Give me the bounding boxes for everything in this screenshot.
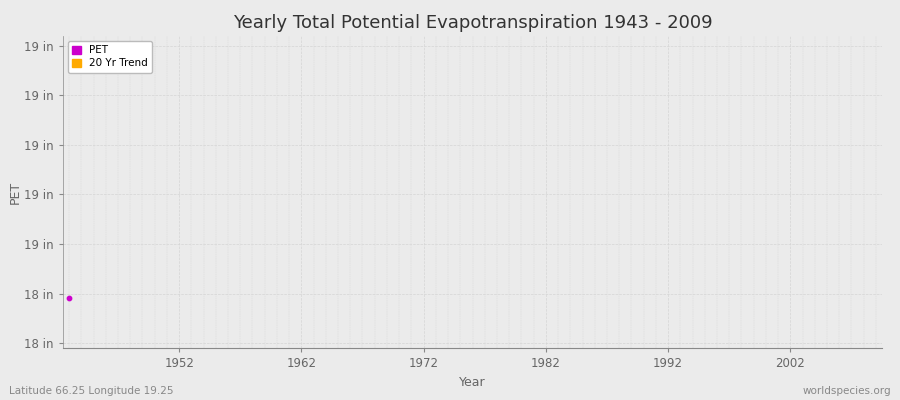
Point <box>62 295 77 302</box>
X-axis label: Year: Year <box>459 376 486 388</box>
Y-axis label: PET: PET <box>9 180 22 204</box>
Title: Yearly Total Potential Evapotranspiration 1943 - 2009: Yearly Total Potential Evapotranspiratio… <box>233 14 712 32</box>
Text: worldspecies.org: worldspecies.org <box>803 386 891 396</box>
Text: Latitude 66.25 Longitude 19.25: Latitude 66.25 Longitude 19.25 <box>9 386 174 396</box>
Legend: PET, 20 Yr Trend: PET, 20 Yr Trend <box>68 41 152 73</box>
